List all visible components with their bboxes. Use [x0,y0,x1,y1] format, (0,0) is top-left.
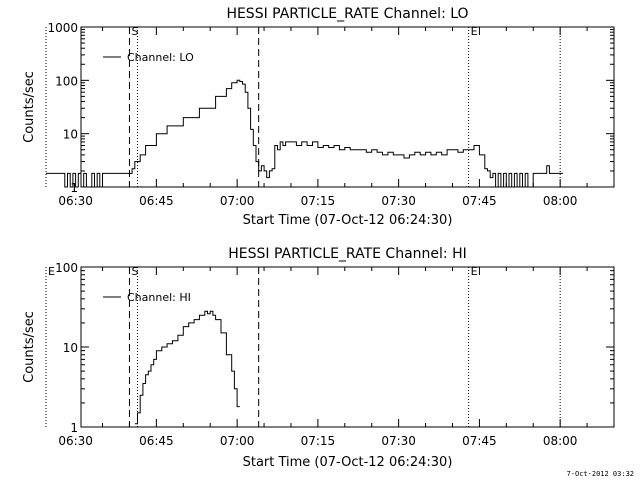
x-tick-label: 07:45 [462,434,497,448]
legend-label: Channel: HI [127,291,191,304]
x-tick-label: 07:15 [301,194,336,208]
data-series-line [134,310,240,425]
x-tick-label: 08:00 [543,434,578,448]
y-tick-label: 10 [63,341,78,355]
x-tick-label: 07:30 [381,434,416,448]
x-tick-label: 07:15 [301,434,336,448]
time-marker-label: E [471,265,478,278]
x-tick-label: 07:45 [462,194,497,208]
time-marker-label: E [471,25,478,38]
x-tick-label: 08:00 [543,194,578,208]
legend-label: Channel: LO [127,51,194,64]
time-marker-label: E [48,265,55,278]
y-axis-label: Counts/sec [22,311,37,383]
x-tick-label: 06:30 [58,194,93,208]
x-axis-label: Start Time (07-Oct-12 06:24:30) [243,455,453,470]
y-axis-label: Counts/sec [22,71,37,143]
x-tick-label: 07:30 [381,194,416,208]
y-tick-label: 1 [70,181,78,195]
y-tick-label: 1000 [47,21,78,35]
y-tick-label: 10 [63,128,78,142]
time-marker-label: S [131,265,138,278]
footer-timestamp: 7-Oct-2012 03:32 [566,470,634,478]
chart-panel-2: HESSI PARTICLE_RATE Channel: HI 1 10 100 06:… [22,246,615,470]
x-tick-label: 07:00 [220,194,255,208]
y-tick-label: 100 [55,261,78,275]
y-tick-label: 100 [55,74,78,88]
x-tick-label: 06:45 [139,434,174,448]
data-series-line [46,79,563,188]
x-tick-label: 07:00 [220,434,255,448]
x-tick-label: 06:45 [139,194,174,208]
chart-title: HESSI PARTICLE_RATE Channel: LO [226,6,468,22]
time-marker-label: S [131,25,138,38]
chart-title: HESSI PARTICLE_RATE Channel: HI [228,246,466,262]
y-tick-label: 1 [70,421,78,435]
plot-frame [80,26,615,188]
x-tick-label: 06:30 [58,434,93,448]
x-axis-label: Start Time (07-Oct-12 06:24:30) [243,213,453,228]
chart-panel-1: HESSI PARTICLE_RATE Channel: LO 1 10 100 100… [22,6,615,228]
